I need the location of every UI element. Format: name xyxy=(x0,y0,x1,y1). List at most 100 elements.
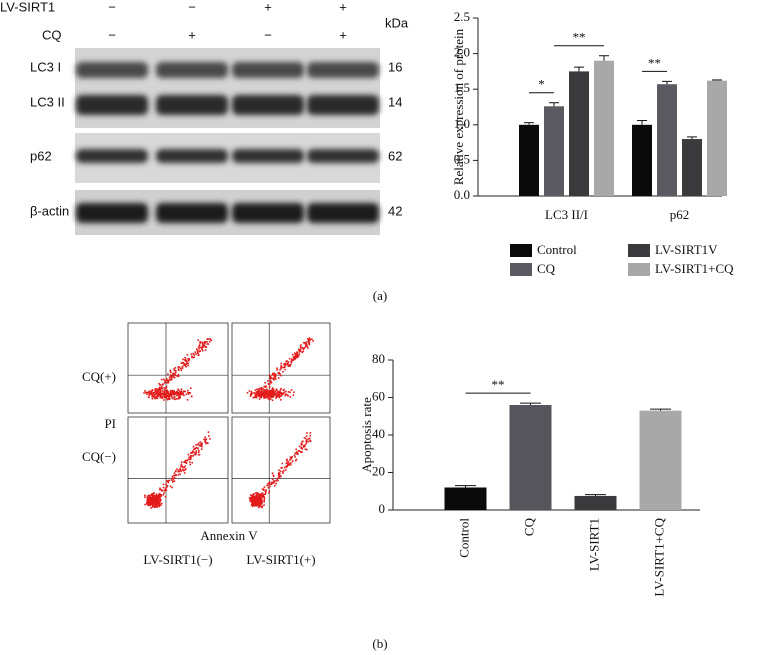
flow-dot xyxy=(290,458,292,460)
flow-dot xyxy=(285,360,287,363)
y-tick-label: 0.5 xyxy=(454,151,470,166)
flow-dot xyxy=(149,502,151,504)
flow-dot xyxy=(255,492,257,494)
flow-dot xyxy=(163,399,165,401)
flow-dot xyxy=(255,395,258,397)
flow-dot xyxy=(149,500,152,502)
flow-dot xyxy=(200,346,202,349)
legend-swatch xyxy=(628,244,650,257)
flow-dot xyxy=(271,387,274,389)
flow-dot xyxy=(151,506,154,508)
flow-dot xyxy=(280,467,283,469)
flow-dot xyxy=(201,349,204,352)
blot-sign: + xyxy=(339,27,347,42)
flow-dot xyxy=(173,472,176,474)
flow-dot xyxy=(261,496,264,499)
flow-dot xyxy=(183,466,186,469)
flow-dot xyxy=(276,367,278,370)
flow-dot xyxy=(181,391,183,393)
y-tick-label: 2.5 xyxy=(454,9,470,24)
flow-dot xyxy=(282,370,284,373)
flow-dot xyxy=(196,351,199,354)
flow-dot xyxy=(175,371,177,374)
flow-dot xyxy=(253,392,255,394)
flow-dot xyxy=(269,375,272,378)
flow-row-label: CQ(−) xyxy=(82,449,116,464)
flow-dot xyxy=(287,361,289,364)
flow-dot xyxy=(187,364,189,367)
flow-dot xyxy=(253,503,256,505)
flow-dot xyxy=(154,495,156,498)
flow-dot xyxy=(275,392,278,395)
flow-dot xyxy=(177,366,180,368)
legend-swatch xyxy=(510,244,532,257)
flow-dot xyxy=(159,388,162,390)
flow-dot xyxy=(258,398,261,400)
flow-dot xyxy=(272,475,275,478)
flow-dot xyxy=(308,340,311,342)
blot-band xyxy=(76,95,148,115)
flow-dot xyxy=(180,367,182,370)
flow-dot xyxy=(205,442,207,445)
flow-dot xyxy=(270,389,273,392)
flow-dot xyxy=(304,444,306,446)
flow-dot xyxy=(268,391,271,393)
flow-dot xyxy=(286,362,289,365)
flow-dot xyxy=(185,366,187,368)
flow-dot xyxy=(159,390,162,392)
flow-dot xyxy=(190,452,193,454)
flow-dot xyxy=(290,358,293,361)
flow-dot xyxy=(178,395,180,398)
flow-dot xyxy=(268,396,270,399)
flow-dot xyxy=(184,461,186,464)
flow-dot xyxy=(169,370,172,372)
flow-dot xyxy=(302,440,304,443)
flow-dot xyxy=(287,463,289,465)
flow-dot xyxy=(259,500,261,503)
flow-dot xyxy=(172,375,174,378)
flow-dot xyxy=(296,353,299,356)
significance-label: ** xyxy=(492,377,505,392)
flow-dot xyxy=(280,374,282,377)
flow-dot xyxy=(267,383,270,385)
flow-dot xyxy=(182,469,185,472)
flow-dot xyxy=(200,347,203,350)
flow-dot xyxy=(184,465,187,468)
flow-dot xyxy=(199,441,202,443)
flow-dot xyxy=(289,462,292,464)
flow-dot xyxy=(147,494,150,497)
flow-dot xyxy=(177,388,179,391)
blot-sign: + xyxy=(264,0,272,14)
flow-dot xyxy=(159,383,162,386)
flow-dot xyxy=(177,470,180,473)
flow-dot xyxy=(264,493,267,495)
flow-dot xyxy=(267,391,269,393)
blot-kda: 14 xyxy=(388,94,402,109)
flow-dot xyxy=(197,346,200,349)
flow-dot xyxy=(257,493,260,496)
flow-dot xyxy=(287,391,290,393)
flow-dot xyxy=(156,505,158,508)
flow-dot xyxy=(163,492,165,494)
flow-dot xyxy=(276,389,278,392)
bar xyxy=(544,106,564,196)
flow-dot xyxy=(305,343,308,346)
flow-dot xyxy=(265,395,267,397)
flow-dot xyxy=(150,502,153,505)
flow-dot xyxy=(161,387,163,390)
flow-dot xyxy=(266,484,269,487)
flow-dot xyxy=(302,350,305,353)
flow-dot xyxy=(180,463,183,466)
flow-dot xyxy=(147,499,150,502)
flow-dot xyxy=(146,391,149,394)
flow-dot xyxy=(298,349,301,352)
flow-dot xyxy=(278,469,280,472)
flow-dot xyxy=(261,392,263,395)
flow-dot xyxy=(277,371,280,374)
flow-dot xyxy=(275,397,277,399)
flow-dot xyxy=(256,502,258,505)
flow-dot xyxy=(180,470,182,473)
flow-dot xyxy=(268,383,271,386)
flow-dot xyxy=(280,398,282,401)
flow-dot xyxy=(282,393,284,395)
